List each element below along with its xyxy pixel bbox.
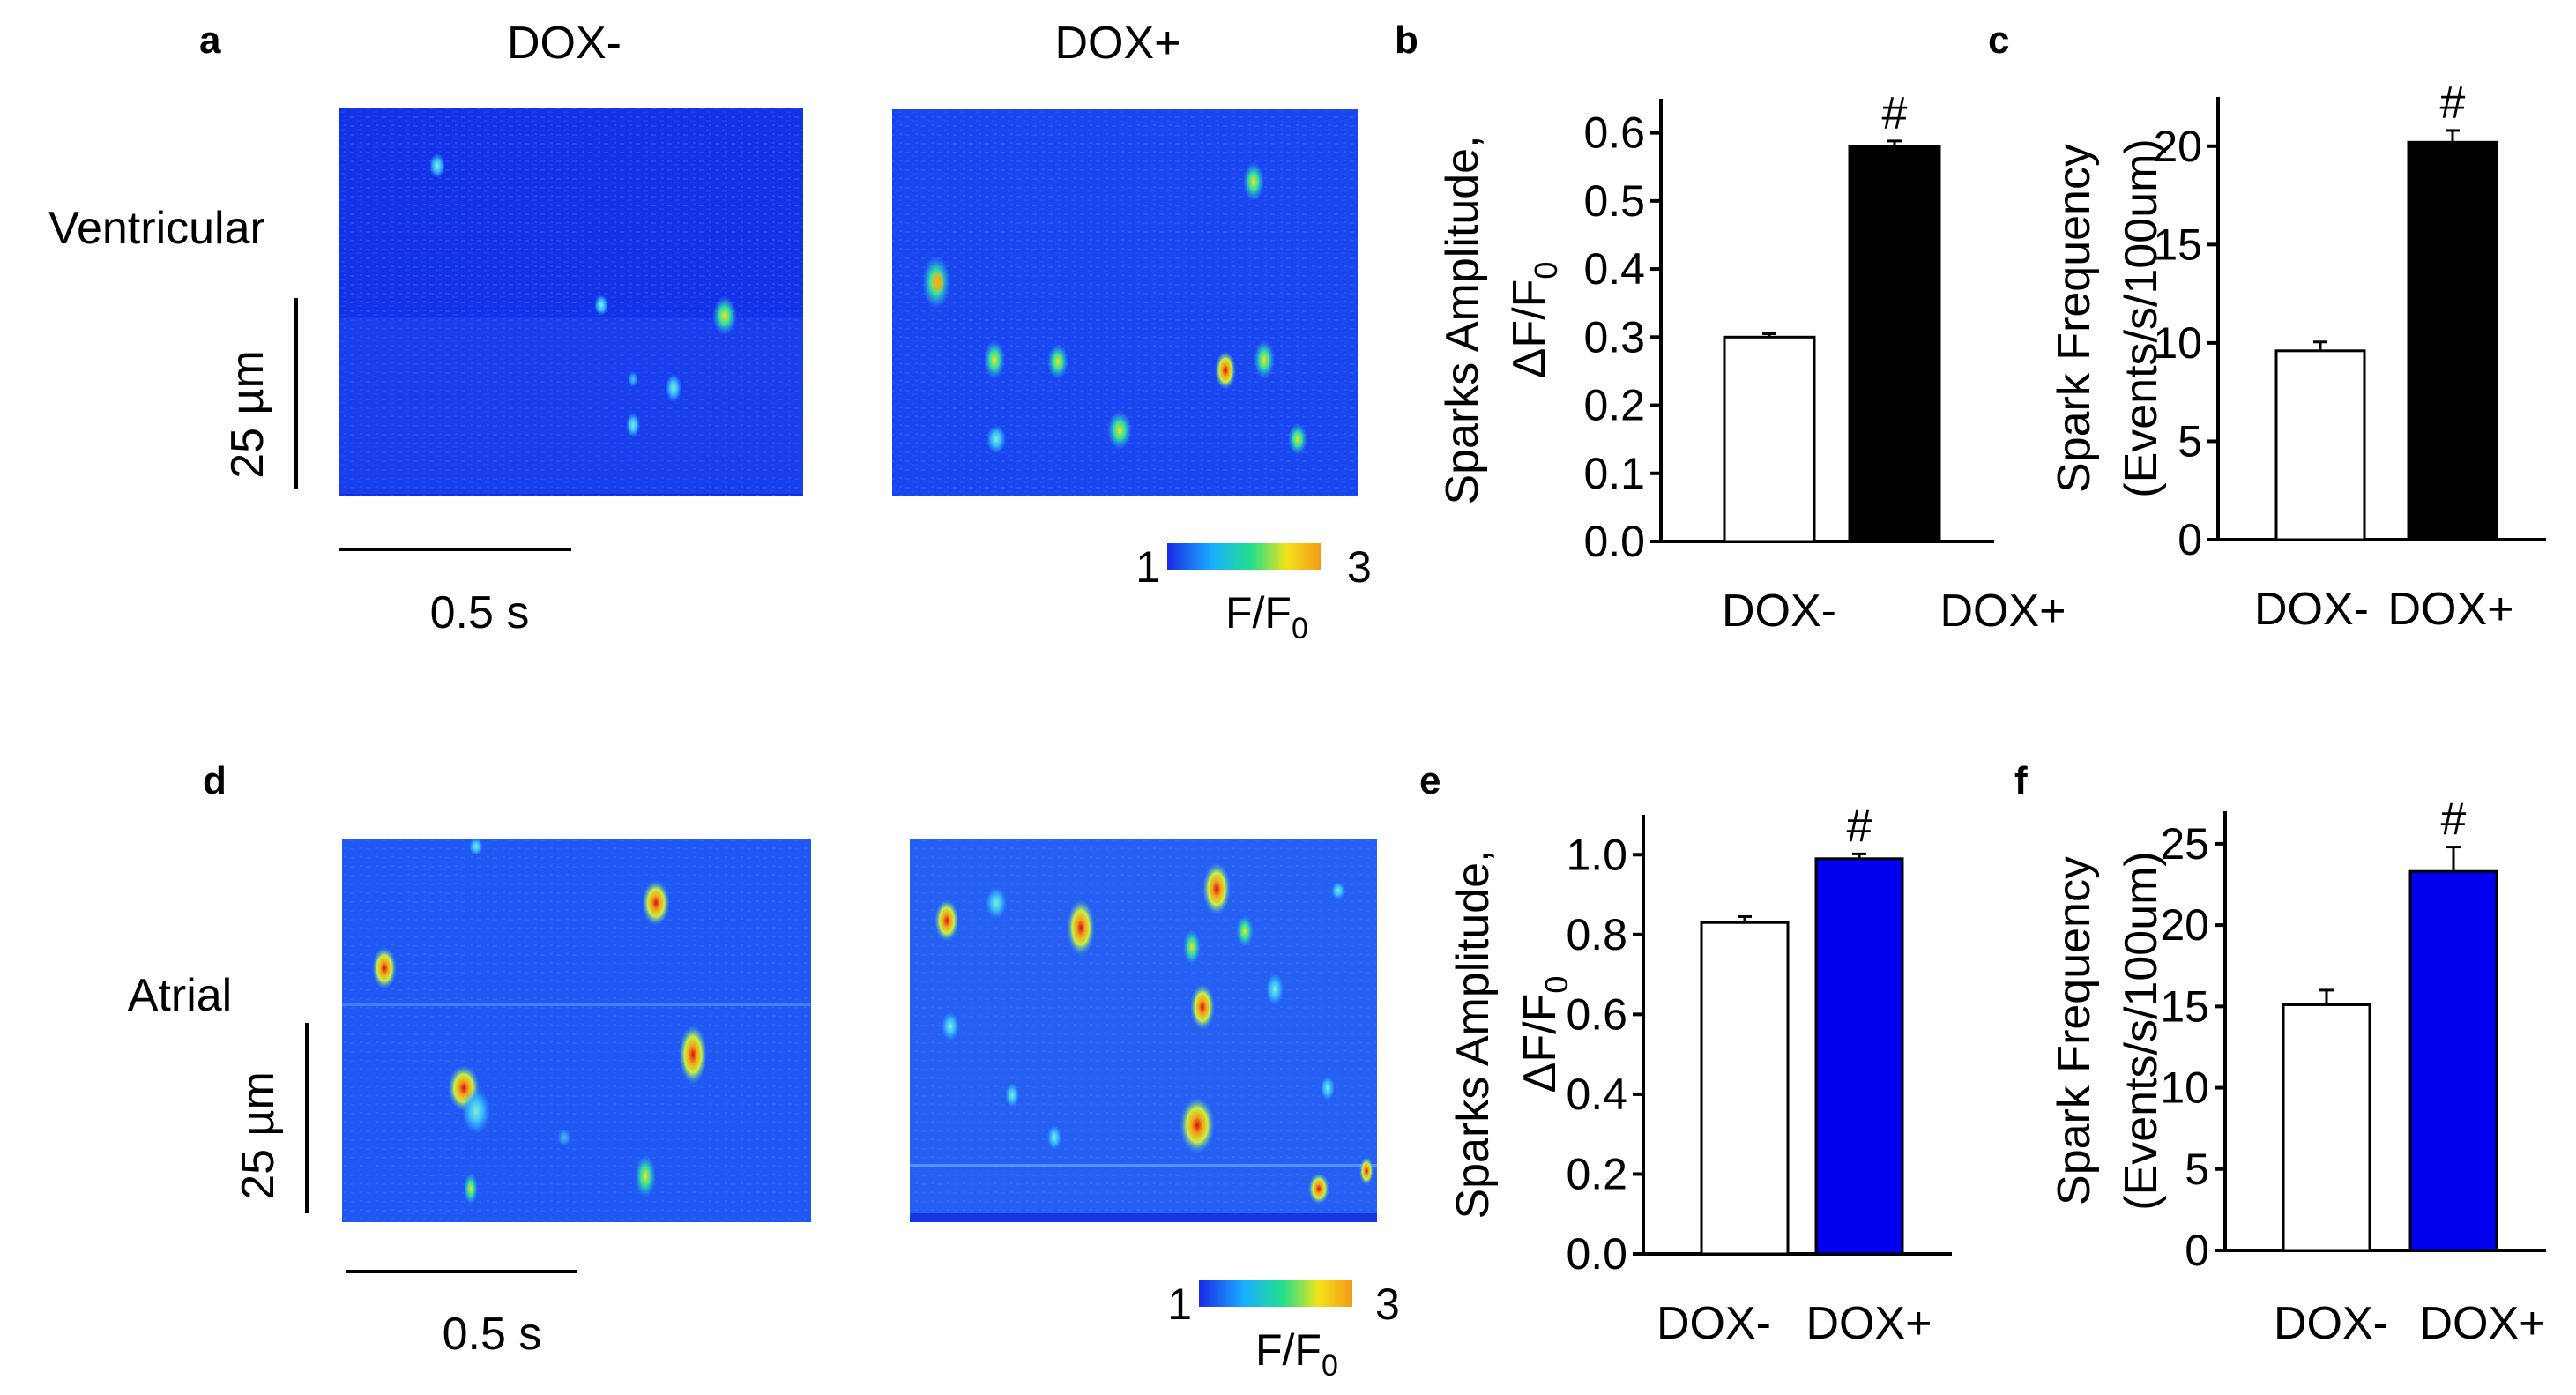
panel-label-a: a: [199, 19, 221, 62]
colorbar-min-label: 1: [1135, 542, 1160, 592]
bar-doxplus: [1814, 857, 1904, 1256]
y-tick-label: 1.0: [1566, 830, 1627, 879]
y-tick-label: 0.3: [1583, 312, 1645, 362]
y-tick-label: 10: [2160, 1063, 2209, 1113]
panel-label-d: d: [203, 759, 227, 802]
colorbar-atrial: 1 3 F/F0: [1167, 1279, 1400, 1383]
y-axis-label-subscript: 0: [1528, 262, 1564, 280]
y-axis-label: Sparks Amplitude,: [1437, 135, 1488, 504]
y-tick-label: 15: [2153, 220, 2202, 269]
colorbar-max-label: 3: [1375, 1279, 1400, 1329]
y-axis-label: (Events/s/100um): [2116, 851, 2167, 1211]
colorbar-ventricular: 1 3 F/F0: [1135, 542, 1372, 645]
chart-e-sparks-amplitude-atrial: 0.0 0.2 0.4 0.6 0.8 1.0 Sparks Amplitude, ΔF/F0…: [1448, 801, 1952, 1349]
y-tick-label: 20: [2153, 122, 2202, 171]
column-label-dox-plus: DOX+: [1054, 18, 1180, 69]
bar-doxminus: [2282, 1003, 2371, 1252]
x-category-label: DOX-: [2274, 1298, 2388, 1349]
scale-bar-space-label: 25 µm: [222, 350, 273, 479]
bar-doxplus: [2408, 869, 2498, 1252]
scale-bar-time-ventricular: 0.5 s: [339, 548, 571, 638]
y-tick-label: 0.6: [1583, 108, 1645, 158]
linescan-ventricular-dox-minus: [339, 108, 803, 496]
row-label-ventricular: Ventricular: [48, 203, 265, 254]
significance-mark: #: [1882, 88, 1908, 139]
row-label-atrial: Atrial: [128, 970, 232, 1021]
y-tick-label: 10: [2153, 318, 2202, 368]
panel-label-f: f: [2014, 759, 2028, 802]
linescan-ventricular-dox-plus: [892, 109, 1358, 496]
y-tick-label: 0.2: [1566, 1149, 1627, 1198]
column-label-dox-minus: DOX-: [507, 18, 622, 69]
x-category-label: DOX+: [1939, 586, 2066, 637]
significance-mark: #: [2440, 78, 2466, 129]
colorbar-title: F/F0: [1225, 588, 1308, 645]
y-axis-label: Sparks Amplitude,: [1448, 849, 1499, 1219]
colorbar-gradient: [1199, 1280, 1352, 1307]
scale-bar-time-label: 0.5 s: [430, 587, 530, 638]
colorbar-gradient: [1167, 543, 1321, 570]
y-tick-label: 0.5: [1583, 176, 1645, 226]
linescan-atrial-dox-minus: [342, 838, 811, 1222]
scale-bar-space-atrial: 25 µm: [233, 1023, 309, 1213]
scale-bar-space-ventricular: 25 µm: [222, 298, 298, 489]
y-tick-label: 0.0: [1583, 517, 1645, 566]
y-axis-label-subscript: 0: [1538, 976, 1575, 994]
panel-label-c: c: [1988, 19, 2009, 62]
y-tick-label: 5: [2178, 416, 2202, 466]
scale-bar-space-label: 25 µm: [233, 1071, 284, 1200]
x-category-label: DOX+: [2419, 1298, 2545, 1349]
y-axis-label: ΔF/F0: [1504, 262, 1564, 379]
colorbar-min-label: 1: [1167, 1279, 1192, 1329]
y-tick-label: 5: [2185, 1145, 2209, 1194]
y-axis-label: ΔF/F0: [1515, 976, 1575, 1093]
y-axis-label-main: ΔF/F: [1504, 280, 1555, 379]
chart-c-spark-frequency-ventricular: 0 5 10 15 20 Spark Frequency (Events/s/100um) D…: [2049, 78, 2546, 635]
scale-bar-time-label: 0.5 s: [443, 1309, 542, 1360]
y-tick-label: 0.4: [1583, 244, 1645, 294]
bar-doxminus: [2274, 349, 2366, 541]
y-tick-label: 0.6: [1566, 989, 1627, 1039]
x-category-label: DOX-: [1657, 1298, 1771, 1349]
y-axis-label-main: (Events/s/100um): [2116, 138, 2167, 498]
bar-doxminus: [1700, 921, 1790, 1256]
significance-mark: #: [1847, 801, 1872, 852]
x-category-label: DOX-: [2254, 584, 2369, 635]
y-axis-label-main: (Events/s/100um): [2116, 851, 2167, 1211]
y-axis-label: (Events/s/100um): [2116, 138, 2167, 498]
x-category-label: DOX+: [1805, 1298, 1932, 1349]
colorbar-max-label: 3: [1347, 542, 1372, 592]
colorbar-title: F/F0: [1255, 1325, 1338, 1383]
y-axis-label: Spark Frequency: [2049, 144, 2100, 493]
significance-mark: #: [2441, 794, 2467, 846]
y-tick-label: 0.0: [1566, 1229, 1627, 1279]
chart-f-spark-frequency-atrial: 0 5 10 15 20 25 Spark Frequency (Events/s/100um…: [2049, 794, 2546, 1349]
y-axis-label-main: ΔF/F: [1515, 994, 1566, 1093]
y-tick-label: 15: [2160, 981, 2209, 1031]
y-tick-label: 0.8: [1566, 910, 1627, 959]
y-tick-label: 0: [2185, 1226, 2209, 1275]
bar-doxplus: [2407, 140, 2498, 541]
y-tick-label: 0.4: [1566, 1070, 1627, 1119]
linescan-atrial-dox-plus: [910, 839, 1377, 1222]
y-tick-label: 25: [2160, 819, 2209, 869]
chart-b-sparks-amplitude-ventricular: 0.0 0.1 0.2 0.3 0.4 0.5 0.6 Sparks Amplitude, ΔF…: [1437, 88, 2066, 637]
y-tick-label: 20: [2160, 900, 2209, 950]
bar-doxminus: [1723, 335, 1816, 543]
panel-label-b: b: [1395, 19, 1418, 62]
panel-label-e: e: [1419, 759, 1441, 802]
y-tick-label: 0: [2178, 515, 2202, 564]
y-axis-label: Spark Frequency: [2049, 856, 2100, 1205]
scale-bar-time-atrial: 0.5 s: [346, 1270, 577, 1360]
bar-doxplus: [1848, 145, 1941, 543]
y-tick-label: 0.2: [1583, 381, 1645, 430]
x-category-label: DOX+: [2387, 584, 2513, 635]
y-tick-label: 0.1: [1583, 449, 1645, 498]
x-category-label: DOX-: [1722, 586, 1836, 637]
